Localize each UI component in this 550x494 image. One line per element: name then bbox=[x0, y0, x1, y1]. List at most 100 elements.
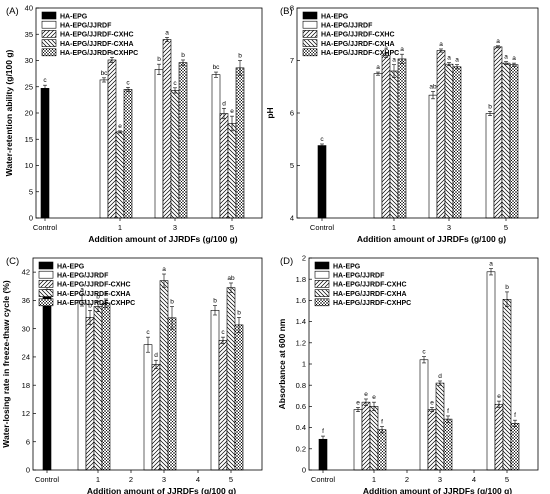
bar bbox=[227, 123, 237, 219]
error-bar bbox=[238, 60, 242, 76]
legend-swatch bbox=[302, 48, 318, 57]
x-tick-label: 4 bbox=[472, 475, 476, 484]
x-tick-label: 3 bbox=[173, 223, 177, 232]
significance-label: f bbox=[447, 408, 449, 415]
significance-label: e bbox=[497, 393, 501, 400]
significance-label: c bbox=[146, 329, 150, 336]
error-bar bbox=[488, 111, 492, 116]
y-tick-label: 1.8 bbox=[296, 275, 306, 284]
error-bar bbox=[438, 380, 442, 386]
significance-label: d bbox=[222, 100, 226, 107]
legend-label: HA-EPG/JJRDF-CXHPC bbox=[57, 300, 135, 307]
significance-label: d bbox=[438, 373, 442, 380]
x-tick-label: 2 bbox=[405, 475, 409, 484]
x-axis-title: Addition amount of JJRDFs (g/100 g) bbox=[87, 486, 236, 494]
y-tick-label: 2 bbox=[302, 254, 306, 263]
legend-label: HA-EPG/JJRDF-CXHC bbox=[57, 282, 131, 289]
error-bar bbox=[170, 306, 174, 330]
y-tick-label: 35 bbox=[25, 30, 33, 39]
panel-c: (C)aacbbdcbaababb06121824303642Control12… bbox=[1, 256, 263, 494]
legend-swatch bbox=[314, 261, 330, 270]
significance-label: ab bbox=[227, 275, 235, 282]
legend-swatch bbox=[314, 298, 330, 307]
legend-label: HA-EPG/JJRDF bbox=[60, 23, 112, 30]
error-bar bbox=[96, 301, 100, 313]
panel-label: (A) bbox=[6, 6, 19, 17]
significance-label: b bbox=[505, 284, 509, 291]
significance-label: a bbox=[384, 45, 388, 52]
error-bar bbox=[489, 268, 493, 276]
legend-label: HA-EPG bbox=[60, 13, 88, 20]
bar bbox=[77, 300, 87, 471]
y-tick-label: 6 bbox=[26, 437, 30, 446]
bar bbox=[369, 406, 379, 471]
error-bar bbox=[400, 53, 404, 64]
x-tick-label: 1 bbox=[372, 475, 376, 484]
error-bar bbox=[157, 63, 161, 75]
significance-label: b bbox=[96, 293, 100, 300]
legend-label: HA-EPG/JJRDF-CXHPC bbox=[321, 50, 399, 57]
significance-label: f bbox=[381, 419, 383, 426]
bar bbox=[226, 287, 236, 471]
panel-label: (D) bbox=[280, 256, 293, 267]
legend-swatch bbox=[38, 298, 54, 307]
x-tick-label: Control bbox=[310, 223, 335, 232]
bar bbox=[509, 64, 519, 219]
error-bar bbox=[505, 291, 509, 308]
significance-label: a bbox=[80, 287, 84, 294]
error-bar bbox=[384, 52, 388, 58]
error-bar bbox=[146, 336, 150, 353]
legend-label: HA-EPG/JJRDF-CXHC bbox=[333, 282, 407, 289]
error-bar bbox=[80, 294, 84, 307]
y-tick-label: 1.6 bbox=[296, 296, 306, 305]
bar bbox=[234, 324, 244, 471]
legend-swatch bbox=[41, 48, 57, 57]
bar bbox=[361, 401, 371, 471]
legend-swatch bbox=[314, 270, 330, 279]
error-bar bbox=[104, 298, 108, 308]
bar bbox=[162, 39, 172, 219]
significance-label: e bbox=[372, 394, 376, 401]
significance-label: a bbox=[512, 55, 516, 62]
y-tick-label: 0 bbox=[26, 466, 30, 475]
legend: HA-EPG HA-EPG/JJRDF HA-EPG/JJRDF-CXHC HA-EP… bbox=[302, 11, 399, 57]
bar bbox=[377, 429, 387, 471]
significance-label: a bbox=[162, 266, 166, 273]
significance-label: c bbox=[221, 329, 225, 336]
error-bar bbox=[229, 282, 233, 293]
bar bbox=[493, 46, 503, 219]
error-bar bbox=[512, 62, 516, 67]
y-tick-label: 5 bbox=[290, 161, 294, 170]
legend-label: HA-EPG/JJRDF-CXHA bbox=[321, 41, 395, 48]
bar bbox=[486, 271, 496, 471]
error-bar bbox=[320, 143, 324, 148]
legend-label: HA-EPG/JJRDF-CXHA bbox=[57, 291, 131, 298]
legend-label: HA-EPG/JJRDF bbox=[333, 273, 385, 280]
panel-label: (B) bbox=[280, 6, 293, 17]
error-bar bbox=[165, 37, 169, 42]
x-tick-label: 5 bbox=[229, 475, 233, 484]
y-tick-label: 42 bbox=[22, 268, 30, 277]
legend-label: HA-EPG/JJRDF-CXHA bbox=[60, 41, 134, 48]
legend-swatch bbox=[41, 30, 57, 38]
bar bbox=[170, 90, 180, 219]
y-tick-label: 1.4 bbox=[296, 317, 306, 326]
legend: HA-EPG HA-EPG/JJRDF HA-EPG/JJRDF-CXHC HA-EP… bbox=[38, 261, 135, 307]
y-axis-title: pH bbox=[265, 107, 275, 118]
bar bbox=[235, 67, 245, 219]
significance-label: a bbox=[165, 29, 169, 36]
error-bar bbox=[126, 86, 130, 92]
significance-label: e bbox=[230, 108, 234, 115]
error-bar bbox=[118, 130, 122, 134]
y-tick-label: 6 bbox=[290, 109, 294, 118]
significance-label: b bbox=[213, 298, 217, 305]
y-tick-label: 25 bbox=[25, 82, 33, 91]
significance-label: a bbox=[104, 291, 108, 298]
legend-swatch bbox=[302, 20, 318, 29]
bar bbox=[154, 69, 164, 219]
bar bbox=[317, 145, 327, 219]
bar bbox=[123, 89, 133, 219]
y-tick-label: 4 bbox=[290, 214, 294, 223]
x-axis-title: Addition amount of JJRDFs (g/100 g) bbox=[363, 486, 512, 494]
significance-label: a bbox=[376, 64, 380, 71]
